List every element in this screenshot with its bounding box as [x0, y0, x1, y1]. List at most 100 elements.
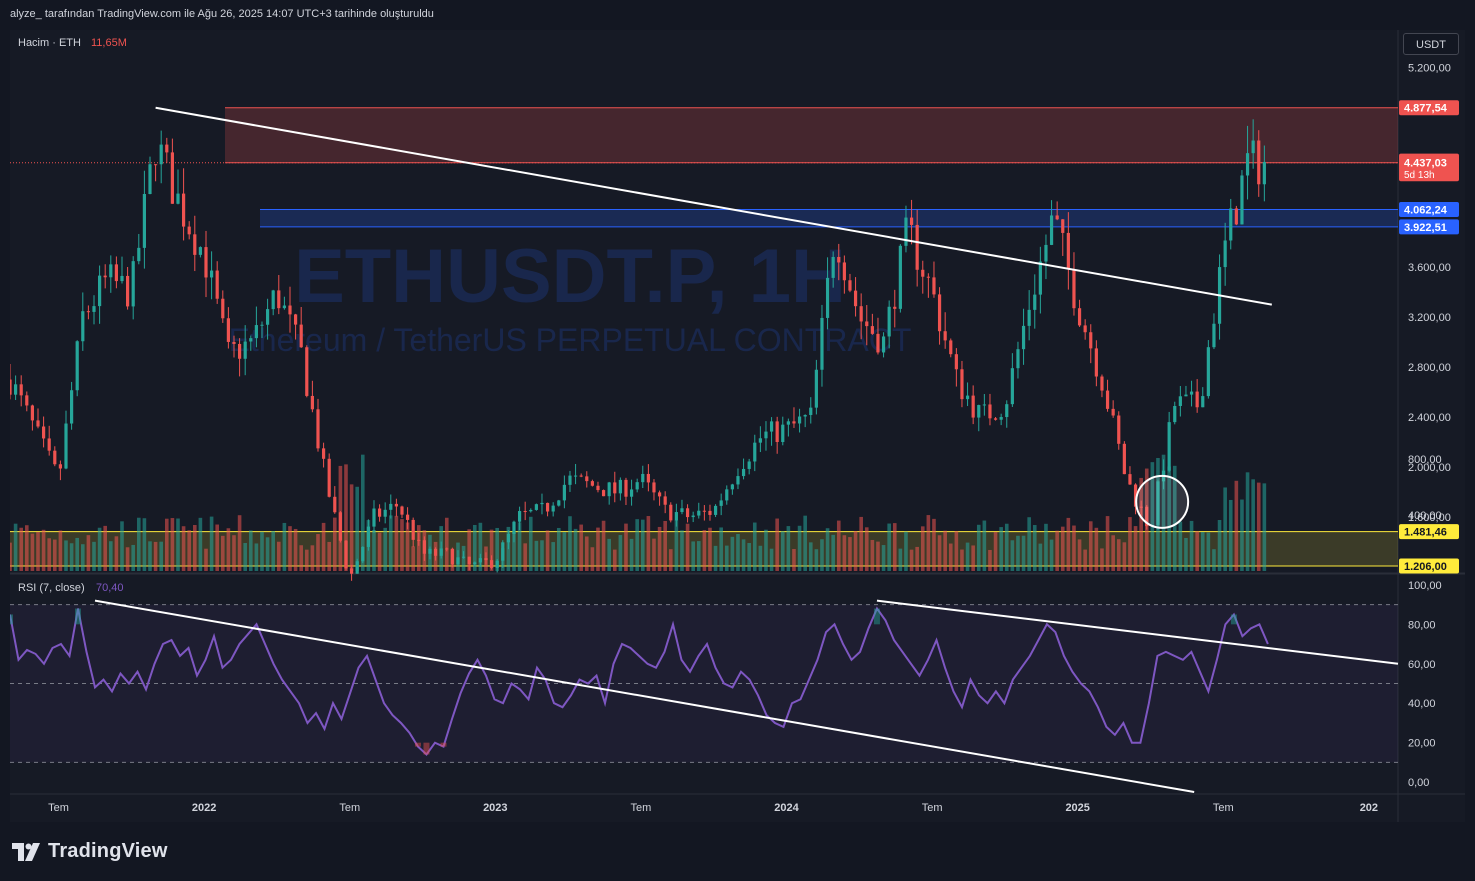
volume-axis-tick: 400,00: [1408, 510, 1442, 522]
candle-down: [1105, 390, 1110, 409]
volume-bar: [1172, 465, 1177, 571]
volume-bar: [1150, 462, 1155, 571]
volume-bar: [388, 515, 393, 571]
price-tag-label: 4.877,54: [1404, 103, 1448, 115]
candle-down: [103, 275, 107, 278]
candle-up: [1156, 481, 1160, 525]
volume-bar: [836, 520, 841, 571]
volume-bar: [1262, 483, 1267, 571]
candle-down: [669, 504, 673, 521]
volume-bar: [52, 539, 57, 571]
volume-bar: [299, 545, 303, 571]
candle-up: [758, 438, 762, 443]
volume-bar: [276, 541, 281, 571]
currency-button[interactable]: USDT: [1403, 33, 1459, 55]
volume-bar: [601, 520, 606, 571]
volume-bar: [1027, 517, 1031, 571]
candle-up: [736, 476, 740, 485]
volume-bar: [1251, 479, 1255, 571]
candle-down: [1145, 506, 1149, 527]
candle-down: [422, 540, 426, 554]
rsi-oversold-fill: [423, 742, 430, 755]
volume-bar: [170, 518, 175, 571]
candle-down: [193, 234, 197, 255]
candle-up: [730, 484, 734, 490]
candle-up: [75, 341, 79, 391]
rsi-pane: [7, 599, 1399, 793]
top-caption-bar: alyze_ tarafından TradingView.com ile Ağ…: [0, 0, 1475, 30]
candle-up: [1184, 394, 1188, 397]
volume-bar: [271, 531, 275, 571]
candle-down: [489, 560, 494, 568]
candle-up: [64, 423, 68, 469]
volume-bar: [607, 538, 611, 571]
chart-area[interactable]: ETHUSDT.P, 1H Ethereum / TetherUS PERPETU…: [7, 30, 1465, 822]
volume-bar: [467, 529, 471, 571]
candle-up: [495, 560, 499, 568]
bottom-highlight-circle: [1135, 474, 1190, 529]
candle-up: [1049, 215, 1054, 245]
candle-down: [523, 511, 527, 513]
price-tag-label: 4.062,24: [1404, 204, 1448, 216]
candle-down: [19, 384, 23, 396]
candles: [8, 119, 1266, 581]
candle-down: [1234, 208, 1238, 225]
candle-up: [781, 424, 785, 443]
time-axis-tick: 2023: [483, 802, 507, 814]
candle-down: [988, 404, 992, 419]
candle-up: [629, 489, 634, 497]
candle-up: [209, 270, 214, 278]
rsi-legend-value: 70,40: [96, 582, 124, 594]
candle-up: [1240, 175, 1244, 225]
volume-bar: [80, 544, 85, 571]
rsi-overbought-fill: [74, 608, 81, 625]
volume-bar: [1189, 520, 1194, 571]
volume-bar: [926, 515, 931, 571]
volume-bar: [724, 545, 729, 571]
volume-bar: [853, 530, 858, 571]
volume-bar: [1055, 530, 1059, 571]
candle-down: [450, 548, 454, 565]
volume-axis-tick: 800,00: [1408, 454, 1442, 466]
volume-bar: [596, 527, 600, 571]
volume-bar: [1228, 499, 1233, 571]
price-tag-box: [1399, 524, 1459, 540]
candle-up: [540, 502, 544, 505]
candle-up: [506, 533, 510, 543]
volume-bar: [752, 522, 757, 571]
price-tag-label: 4.437,03: [1404, 158, 1447, 170]
volume-bar: [405, 522, 410, 571]
candle-up: [355, 561, 359, 574]
volume-bar: [612, 549, 617, 571]
candle-up: [92, 306, 96, 312]
price-tag-box: [1399, 219, 1459, 235]
volume-bar: [1167, 466, 1171, 571]
candle-up: [691, 515, 695, 518]
candle-down: [181, 193, 186, 227]
candle-down: [837, 256, 841, 263]
candle-down: [579, 475, 583, 477]
candle-up: [361, 546, 365, 562]
candle-down: [484, 558, 488, 561]
candle-up: [725, 489, 729, 501]
candle-up: [786, 421, 790, 425]
candle-up: [680, 508, 684, 513]
candle-down: [708, 510, 712, 515]
volume-bar: [1049, 539, 1054, 571]
tradingview-logo[interactable]: TradingView: [12, 840, 168, 863]
candle-down: [204, 247, 208, 278]
candle-down: [853, 290, 858, 307]
volume-bar: [226, 528, 231, 571]
volume-bar: [965, 542, 970, 571]
candle-up: [1173, 405, 1177, 423]
candle-down: [842, 262, 846, 281]
volume-bar: [668, 549, 673, 571]
rsi-trendline-upper: [876, 599, 1399, 665]
volume-bar: [1245, 472, 1250, 571]
candle-up: [887, 306, 891, 337]
volume-legend-label: Hacim · ETH: [18, 37, 81, 49]
rsi-trendline-lower: [94, 599, 1195, 793]
candle-down: [893, 306, 897, 309]
volume-bar: [825, 528, 830, 571]
